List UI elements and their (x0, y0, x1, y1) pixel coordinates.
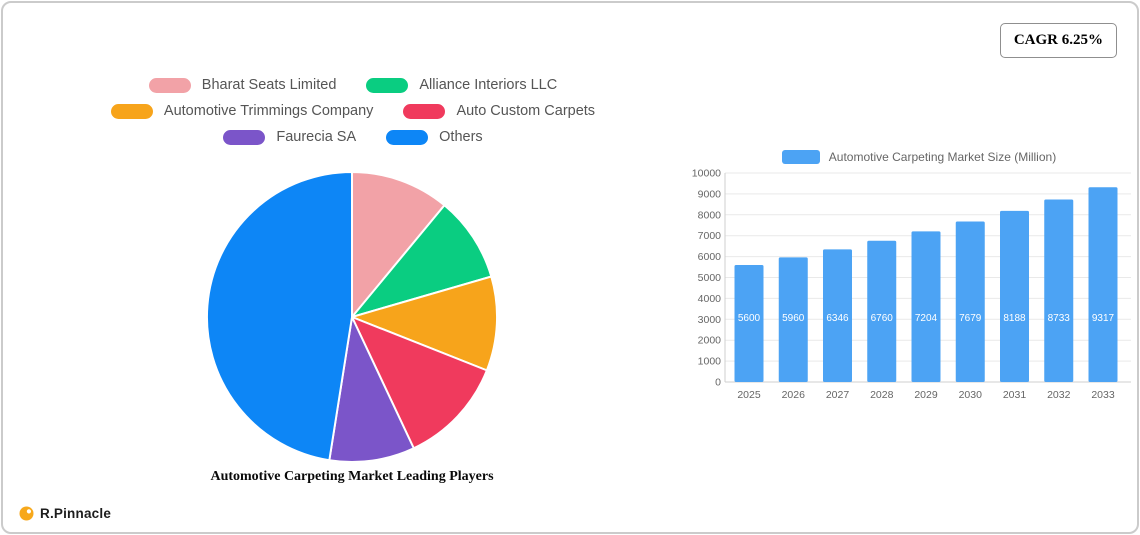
bar[interactable] (1088, 187, 1118, 382)
x-axis-label: 2028 (870, 389, 894, 401)
y-axis-tick-label: 6000 (698, 251, 722, 263)
bar-value-label: 8188 (1003, 313, 1026, 324)
bar-chart: 0 1000 2000 3000 4000 5000 6000 7000 8000 9000 100… (692, 168, 1131, 401)
bar[interactable] (823, 249, 852, 382)
legend-label: Others (439, 129, 483, 145)
pie-legend-item[interactable]: Automotive Trimmings Company (110, 103, 374, 119)
y-axis-tick-label: 4000 (698, 293, 722, 305)
pie-slice[interactable] (328, 313, 416, 463)
cagr-badge: CAGR 6.25% (999, 23, 1117, 58)
bar-value-label: 5600 (738, 313, 761, 324)
y-axis-tick-label: 10000 (692, 168, 721, 180)
x-axis-label: 2031 (1003, 389, 1027, 401)
bar-value-label: 7679 (959, 313, 982, 324)
brand-name: R.Pinnacle (40, 506, 112, 521)
y-axis-tick-label: 8000 (698, 209, 722, 221)
pie-legend-item[interactable]: Bharat Seats Limited (148, 77, 337, 93)
bar[interactable] (1044, 199, 1074, 382)
pie-slice[interactable] (205, 170, 353, 462)
pie-legend-item[interactable]: Faurecia SA (223, 129, 356, 145)
bar-value-label: 6346 (826, 313, 849, 324)
bar[interactable] (955, 221, 985, 382)
pie-legend-item[interactable]: Others (386, 129, 483, 145)
pie-chart-title: Automotive Carpeting Market Leading Play… (210, 469, 494, 484)
y-axis-tick-label: 3000 (698, 314, 722, 326)
pie-slice[interactable] (349, 203, 493, 319)
legend-label: Auto Custom Carpets (456, 103, 596, 119)
y-axis-tick-label: 9000 (698, 188, 722, 200)
legend-label: Alliance Interiors LLC (419, 77, 558, 93)
x-axis-label: 2027 (826, 389, 850, 401)
x-axis-label: 2025 (737, 389, 761, 401)
x-axis-label: 2029 (914, 389, 938, 401)
y-axis-tick-label: 2000 (698, 335, 722, 347)
bar-legend-swatch (781, 150, 820, 164)
y-axis-tick-label: 0 (715, 377, 721, 389)
pie-legend: Bharat Seats Limited Alliance Interiors L… (58, 77, 648, 145)
bar-value-label: 8733 (1048, 313, 1071, 324)
brand: R.Pinnacle (19, 506, 111, 521)
bar[interactable] (1000, 210, 1029, 382)
bar[interactable] (911, 231, 941, 382)
legend-label: Automotive Trimmings Company (163, 103, 374, 119)
bar[interactable] (734, 264, 764, 382)
x-axis-label: 2026 (782, 389, 806, 401)
pie-legend-item[interactable]: Auto Custom Carpets (403, 103, 595, 119)
legend-swatch (366, 77, 409, 93)
legend-label: Faurecia SA (276, 129, 357, 145)
brand-logo-icon (19, 506, 34, 521)
bar[interactable] (867, 240, 897, 382)
bar-chart-legend[interactable]: Automotive Carpeting Market Size (Millio… (703, 150, 1135, 164)
x-axis-label: 2030 (959, 389, 983, 401)
legend-swatch (386, 129, 429, 145)
bar-value-label: 5960 (782, 313, 805, 324)
x-axis-label: 2032 (1047, 389, 1071, 401)
legend-swatch (148, 77, 191, 93)
bar-value-label: 7204 (915, 313, 938, 324)
legend-swatch (110, 103, 153, 119)
legend-swatch (223, 129, 266, 145)
bar-value-label: 9317 (1092, 313, 1115, 324)
bar-legend-label: Automotive Carpeting Market Size (Millio… (828, 150, 1057, 164)
pie-slice[interactable] (348, 275, 499, 372)
x-axis-label: 2033 (1091, 389, 1115, 401)
legend-label: Bharat Seats Limited (201, 77, 337, 93)
bar-value-label: 6760 (871, 313, 894, 324)
y-axis-tick-label: 1000 (698, 356, 722, 368)
y-axis-tick-label: 5000 (698, 272, 722, 284)
pie-slice[interactable] (351, 170, 446, 320)
bar[interactable] (778, 257, 808, 382)
pie-chart (205, 170, 499, 463)
y-axis-tick-label: 7000 (698, 230, 722, 242)
pie-legend-item[interactable]: Alliance Interiors LLC (366, 77, 557, 93)
pie-slice[interactable] (350, 315, 489, 450)
legend-swatch (403, 103, 446, 119)
